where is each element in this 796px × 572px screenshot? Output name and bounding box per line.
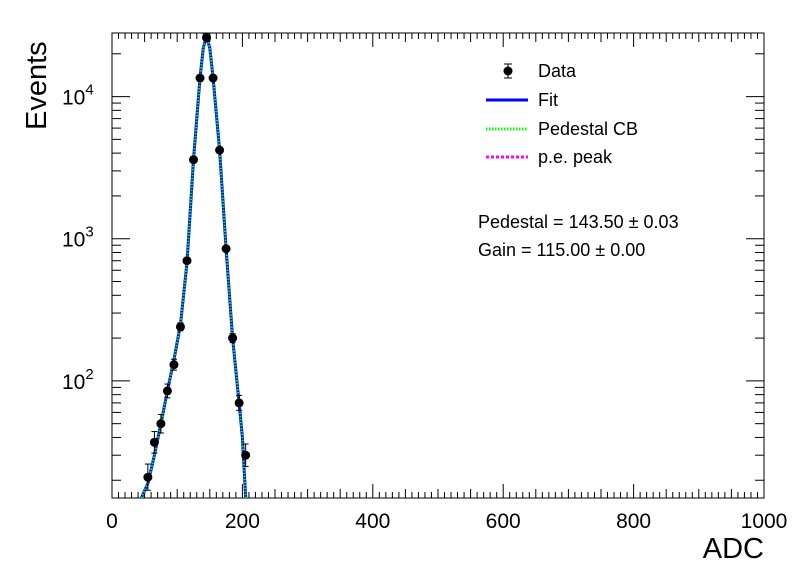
fit-curves xyxy=(139,34,248,498)
data-point xyxy=(215,145,225,155)
y-tick-label: 103 xyxy=(62,224,94,252)
data-point xyxy=(234,398,244,408)
legend-entry-pedestal-cb: Pedestal CB xyxy=(486,119,638,139)
y-tick-label: 102 xyxy=(62,366,94,394)
legend-label-fit: Fit xyxy=(538,90,558,110)
data-point xyxy=(156,419,166,429)
data-point xyxy=(149,437,159,447)
data-point xyxy=(221,244,231,254)
data-point xyxy=(195,73,205,83)
legend-marker-data xyxy=(503,66,513,76)
gain-stat: Gain = 115.00 ± 0.00 xyxy=(478,240,645,260)
x-axis-title: ADC xyxy=(703,533,764,565)
data-point xyxy=(182,256,192,266)
x-tick-labels: 0 200 400 600 800 1000 xyxy=(106,510,787,533)
legend-entry-pe-peak: p.e. peak xyxy=(486,147,613,167)
y-tick-label: 104 xyxy=(62,82,94,110)
series-pedestal-cb xyxy=(140,35,247,498)
legend: Data Fit Pedestal CB p.e. peak xyxy=(486,61,638,167)
data-point xyxy=(228,333,238,343)
x-tick-label: 0 xyxy=(106,510,118,533)
data-point xyxy=(143,472,153,482)
data-point xyxy=(162,386,172,396)
series-fit xyxy=(139,34,248,498)
data-point xyxy=(175,322,185,332)
pedestal-error: 0.03 xyxy=(644,212,679,232)
y-tick-labels: 102 103 104 xyxy=(62,82,94,394)
data-point xyxy=(202,33,212,43)
pedestal-stat: Pedestal = 143.50 ± 0.03 xyxy=(478,212,679,232)
legend-label-pe-peak: p.e. peak xyxy=(538,147,613,167)
x-tick-label: 400 xyxy=(355,510,390,533)
fit-stats: Pedestal = 143.50 ± 0.03 Gain = 115.00 ±… xyxy=(478,212,679,260)
data-point xyxy=(189,155,198,165)
y-axis-title: Events xyxy=(21,41,53,130)
data-point xyxy=(169,360,179,370)
data-point xyxy=(208,73,218,83)
plot-frame xyxy=(111,32,765,499)
axis-ticks xyxy=(111,33,765,498)
data-points xyxy=(143,33,251,491)
legend-label-pedestal-cb: Pedestal CB xyxy=(538,119,638,139)
x-tick-label: 200 xyxy=(225,510,260,533)
legend-label-data: Data xyxy=(538,61,577,81)
x-tick-label: 1000 xyxy=(741,510,788,533)
legend-entry-data: Data xyxy=(503,61,577,81)
pedestal-pm: ± xyxy=(629,212,639,232)
legend-entry-fit: Fit xyxy=(486,90,558,110)
gain-value: Gain = 115.00 xyxy=(478,240,590,260)
x-tick-label: 600 xyxy=(486,510,521,533)
gain-error: 0.00 xyxy=(610,240,645,260)
data-point xyxy=(241,450,251,460)
pedestal-value: Pedestal = 143.50 xyxy=(478,212,624,232)
gain-pm: ± xyxy=(595,240,605,260)
x-tick-label: 800 xyxy=(616,510,651,533)
